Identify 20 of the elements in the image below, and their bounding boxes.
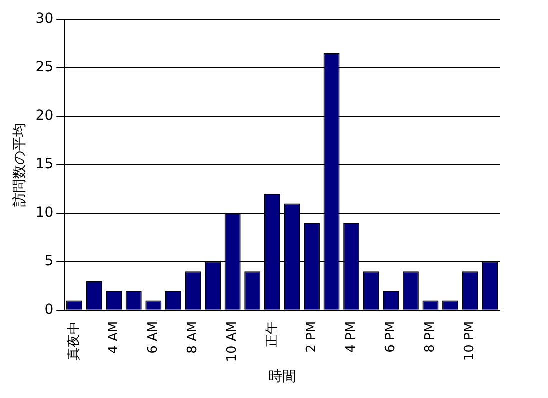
x-tick-label: 2 PM [304, 321, 320, 353]
x-tick-label: 8 PM [423, 321, 438, 353]
x-tick-label: 4 PM [344, 321, 359, 353]
y-tick-label: 25 [36, 60, 54, 76]
y-tick-label: 20 [36, 108, 54, 124]
x-tick-label: 正午 [264, 321, 280, 348]
y-tick-label: 5 [44, 254, 54, 270]
x-tick-label: 4 AM [106, 321, 122, 354]
y-tick-label: 10 [36, 205, 54, 222]
x-axis-title: 時間 [268, 369, 296, 386]
y-tick-label: 0 [44, 302, 54, 318]
x-tick-label: 真夜中 [66, 321, 82, 360]
x-tick-label: 6 PM [384, 321, 399, 353]
x-tick-label: 6 AM [146, 321, 162, 354]
y-tick-label: 30 [36, 11, 54, 28]
y-tick-label: 15 [36, 156, 54, 173]
x-tick-label: 8 AM [186, 321, 201, 354]
x-tick-label: 10 PM [462, 321, 478, 362]
y-axis-title: 訪問数の平均 [12, 122, 28, 207]
x-tick-label: 10 AM [225, 321, 240, 362]
